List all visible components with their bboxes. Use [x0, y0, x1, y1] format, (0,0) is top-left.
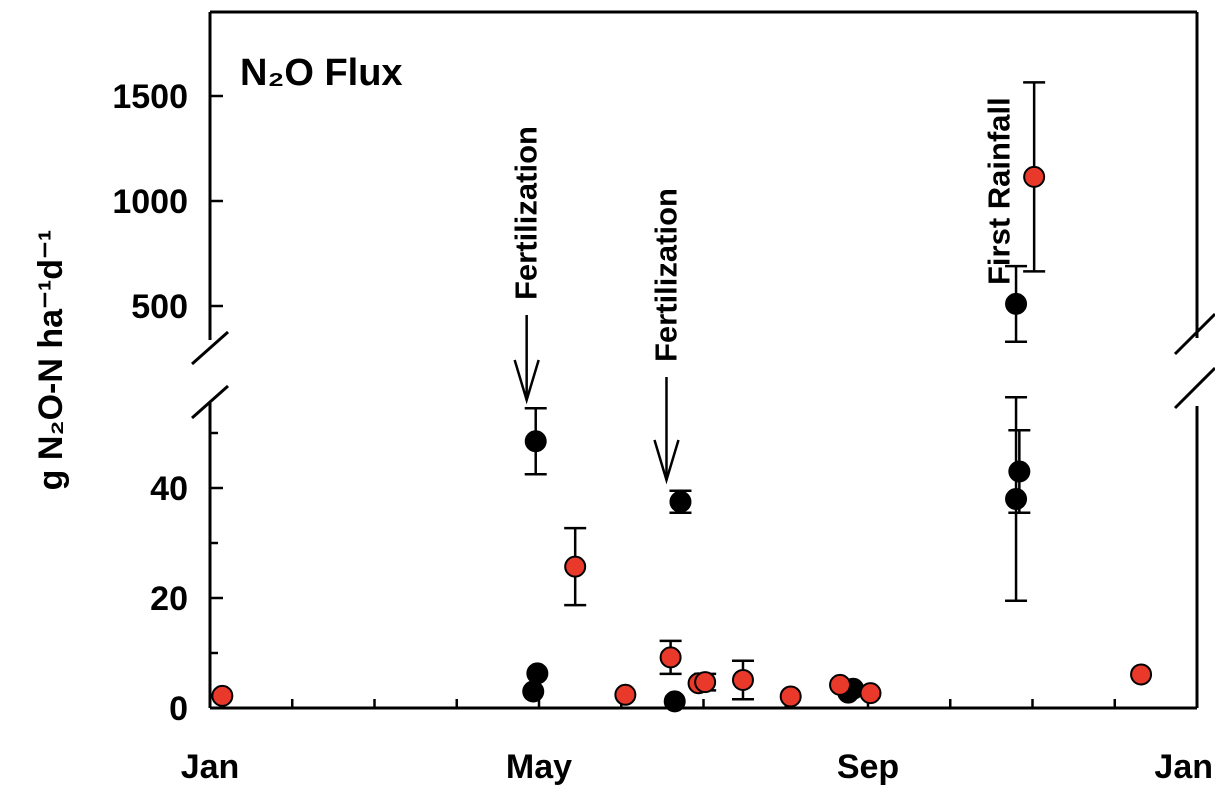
- error-bars: [524, 81, 1046, 701]
- y-tick-label: 20: [150, 580, 188, 618]
- data-point-red: [731, 668, 754, 691]
- data-point-red: [1023, 165, 1046, 188]
- data-point-black: [526, 662, 549, 685]
- data-point-red: [1130, 663, 1153, 686]
- y-tick-labels: 0 20 40 500 1000 1500: [112, 78, 188, 728]
- data-point-red: [694, 671, 717, 694]
- annotation-label: Fertilization: [648, 188, 683, 362]
- axis-break-right-2: [1173, 366, 1215, 410]
- axis-break-right-1: [1173, 312, 1215, 356]
- x-tick-labels: Jan May Sep Jan: [181, 748, 1213, 785]
- data-points: [211, 165, 1153, 713]
- data-point-black: [524, 430, 547, 453]
- data-point-red: [614, 683, 637, 706]
- data-point-red: [659, 646, 682, 669]
- y-axis-title: g N₂O-N ha⁻¹d⁻¹: [32, 230, 70, 491]
- axis-ticks: [208, 94, 1199, 710]
- chart-title: N₂O Flux: [240, 52, 403, 94]
- data-point-black: [522, 680, 545, 703]
- data-point-red: [859, 682, 882, 705]
- x-tick-label: May: [506, 748, 572, 785]
- annotation-arrowhead: [653, 439, 680, 485]
- axis-break-left-2: [191, 384, 229, 420]
- annotation-label: First Rainfall: [982, 97, 1017, 285]
- x-tick-label: Jan: [1154, 748, 1213, 785]
- data-point-red: [779, 685, 802, 708]
- plot-frame: [191, 10, 1215, 710]
- data-point-black: [1005, 488, 1028, 510]
- data-point-red: [829, 673, 852, 696]
- x-tick-label: Sep: [837, 748, 899, 785]
- y-tick-label: 40: [150, 470, 188, 508]
- y-tick-label: 0: [169, 690, 188, 728]
- data-point-black: [669, 490, 692, 513]
- data-point-black: [1005, 292, 1028, 315]
- data-point-red: [564, 555, 587, 578]
- y-tick-label: 1500: [112, 78, 188, 116]
- axis-break-left-1: [191, 330, 229, 366]
- annotation-label: Fertilization: [509, 126, 544, 300]
- data-point-black: [663, 690, 686, 713]
- x-tick-label: Jan: [181, 748, 240, 785]
- data-point-black: [1008, 460, 1031, 483]
- y-tick-label: 500: [131, 288, 188, 326]
- data-point-red: [211, 684, 234, 707]
- annotations: Fertilization Fertilization First Rainfall: [509, 97, 1017, 485]
- annotation-arrowhead: [513, 359, 540, 405]
- y-tick-label: 1000: [112, 183, 188, 221]
